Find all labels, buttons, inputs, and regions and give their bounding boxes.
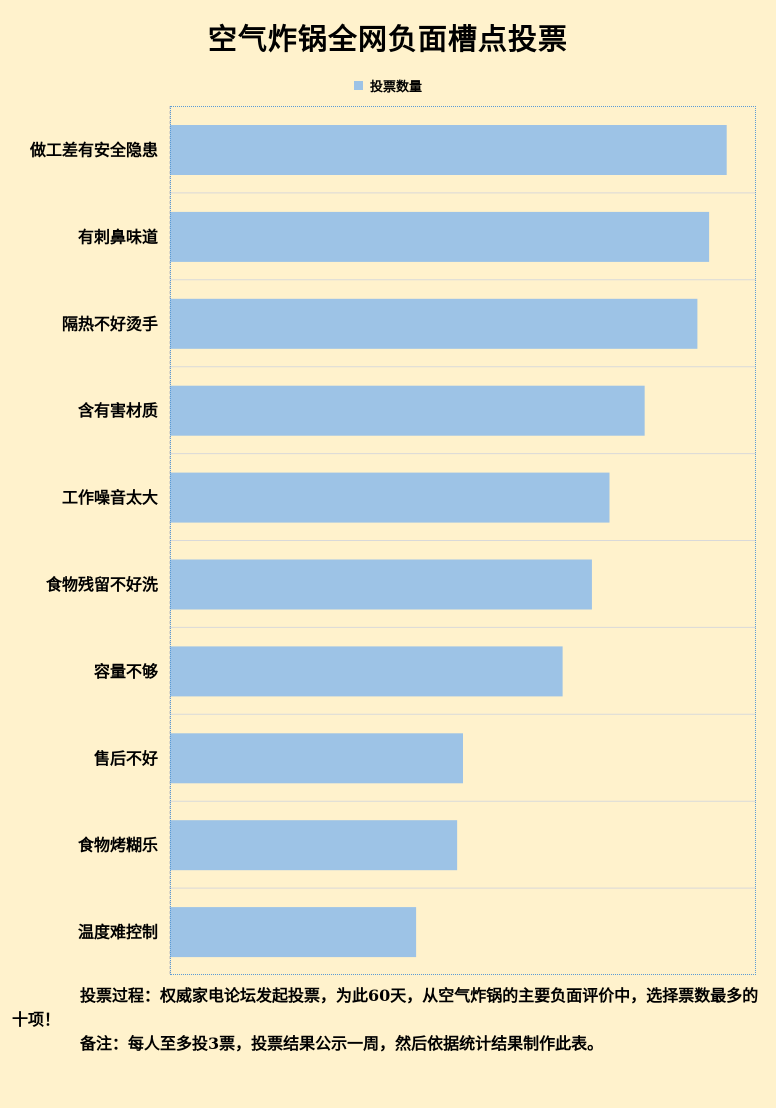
note-remark: 备注：每人至多投3票，投票结果公示一周，然后依据统计结果制作此表。 [80, 1034, 604, 1053]
category-label: 容量不够 [93, 662, 158, 681]
bar [170, 298, 698, 349]
category-label: 含有害材质 [78, 401, 158, 420]
bar [170, 559, 592, 610]
chart-title: 空气炸锅全网负面槽点投票 [207, 22, 568, 56]
bar [170, 646, 563, 697]
notes: 投票过程：权威家电论坛发起投票，为此60天，从空气炸锅的主要负面评价中，选择票数… [12, 984, 764, 1056]
category-label: 售后不好 [94, 749, 158, 768]
category-label: 隔热不好烫手 [62, 314, 158, 333]
category-label: 做工差有安全隐患 [29, 140, 158, 159]
bar [170, 733, 463, 784]
bar [170, 907, 417, 958]
category-label: 有刺鼻味道 [78, 227, 158, 246]
legend-swatch [353, 81, 363, 90]
note-process: 投票过程：权威家电论坛发起投票，为此60天，从空气炸锅的主要负面评价中，选择票数… [12, 986, 759, 1029]
legend-label: 投票数量 [369, 80, 422, 95]
bar [170, 820, 458, 871]
category-label: 食物烤糊乐 [77, 836, 158, 855]
category-label: 温度难控制 [77, 923, 158, 942]
legend: 投票数量 [0, 76, 776, 95]
bar [170, 125, 727, 175]
bar [170, 211, 710, 262]
bar [170, 472, 610, 523]
category-label: 工作噪音太大 [62, 488, 158, 507]
bar [170, 385, 645, 436]
plot-area [170, 106, 756, 975]
category-label: 食物残留不好洗 [45, 575, 158, 594]
